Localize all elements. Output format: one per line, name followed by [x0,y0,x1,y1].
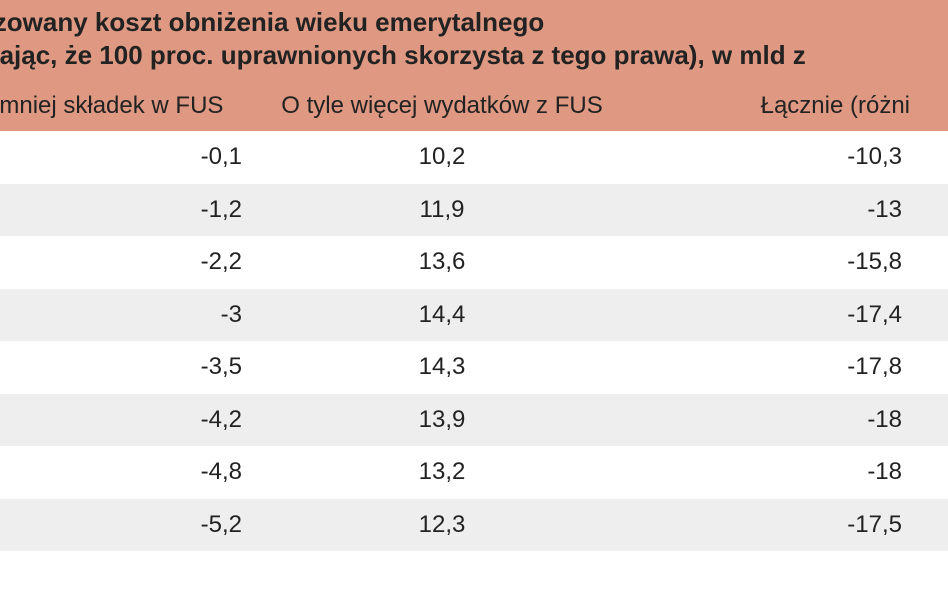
table-row: -5,212,3-17,5 [0,499,948,552]
table-row: -4,213,9-18 [0,394,948,447]
table-cell: -18 [622,406,910,434]
table-row: -0,110,2-10,3 [0,131,948,184]
table-cell: -17,8 [622,353,910,381]
table-cell: 13,6 [262,248,622,276]
table-cell: 13,2 [262,458,622,486]
table-cell: -17,4 [622,301,910,329]
table-cell: -17,5 [622,511,910,539]
table-cell: -18 [622,458,910,486]
table-cell: -15,8 [622,248,910,276]
table-cell: 10,2 [262,143,622,171]
table-cell: -3,5 [0,353,262,381]
table-cell: 12,3 [262,511,622,539]
table-cell: 11,9 [262,196,622,224]
table-row: -3,514,3-17,8 [0,341,948,394]
col-header-2: O tyle więcej wydatków z FUS [262,92,622,120]
table-cell: -5,2 [0,511,262,539]
table-title: nozowany koszt obniżenia wieku emerytaln… [0,0,948,81]
table-cell: -4,8 [0,458,262,486]
table-cell: -0,1 [0,143,262,171]
table-cell: -2,2 [0,248,262,276]
table-cell: -1,2 [0,196,262,224]
table-cell: -10,3 [622,143,910,171]
table-cell: 13,9 [262,406,622,434]
table-row: -2,213,6-15,8 [0,236,948,289]
data-table: yle mniej składek w FUS O tyle więcej wy… [0,81,948,551]
column-headers-row: yle mniej składek w FUS O tyle więcej wy… [0,81,948,131]
title-line-2: ładając, że 100 proc. uprawnionych skorz… [0,39,948,72]
table-cell: -13 [622,196,910,224]
table-cell: 14,3 [262,353,622,381]
table-cell: -4,2 [0,406,262,434]
table-row: -314,4-17,4 [0,289,948,342]
table-cell: -3 [0,301,262,329]
table-cell: 14,4 [262,301,622,329]
col-header-3: Łącznie (różni [622,92,910,120]
title-line-1: nozowany koszt obniżenia wieku emerytaln… [0,6,948,39]
table-row: -4,813,2-18 [0,446,948,499]
table-row: -1,211,9-13 [0,184,948,237]
col-header-1: yle mniej składek w FUS [0,92,262,120]
